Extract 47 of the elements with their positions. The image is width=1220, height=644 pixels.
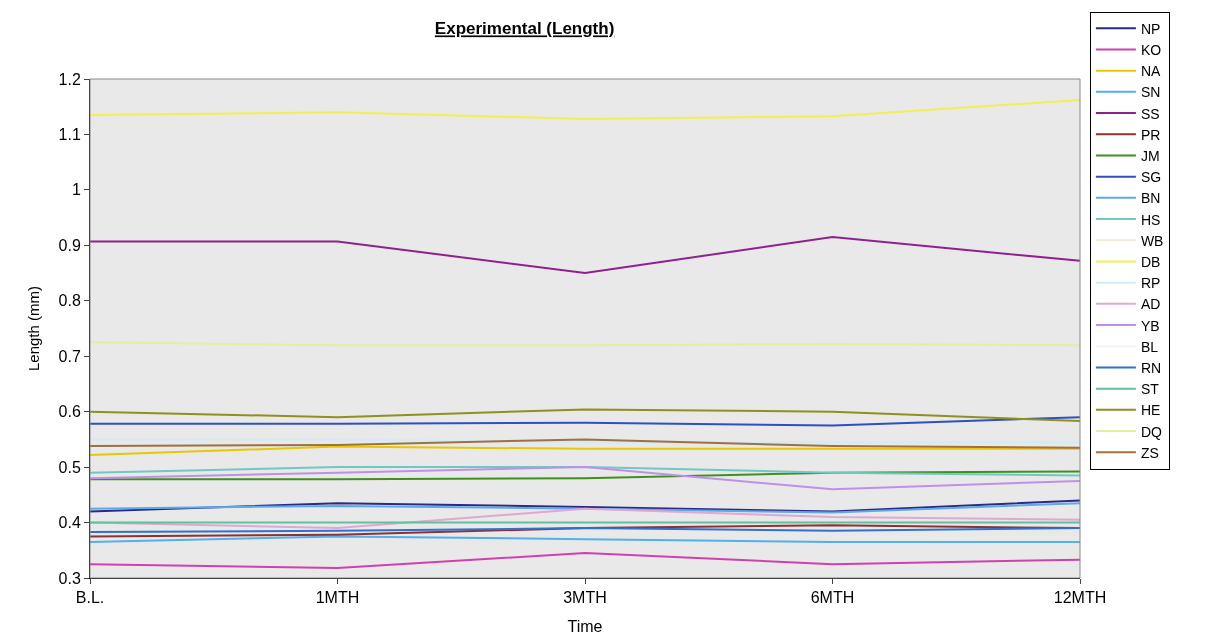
legend-label: AD [1140, 296, 1161, 313]
legend-label: RP [1140, 275, 1161, 292]
legend-label: RN [1140, 359, 1162, 376]
y-axis-title: Length (mm) [24, 285, 42, 372]
legend-label: KO [1140, 41, 1162, 58]
legend-label: HS [1140, 211, 1161, 228]
legend-label: NA [1140, 63, 1162, 80]
x-axis-title: Time [567, 617, 603, 635]
line-series [90, 438, 1080, 449]
line-series [90, 552, 1080, 570]
x-tick-label: 6MTH [810, 589, 855, 607]
legend-label: SN [1140, 84, 1161, 101]
legend-label: HE [1140, 402, 1161, 419]
line-series [90, 470, 1080, 481]
x-tick-label: 12MTH [1053, 589, 1107, 607]
legend-label: BL [1140, 338, 1159, 355]
x-tick-label: B.L. [75, 589, 105, 607]
legend-label: SS [1140, 105, 1160, 122]
y-tick-label: 0.8 [58, 292, 81, 310]
line-series [90, 466, 1080, 491]
chart-title: Experimental (Length) [434, 19, 615, 39]
legend-label: YB [1140, 317, 1160, 334]
line-series [90, 416, 1080, 427]
line-series [90, 236, 1080, 275]
y-tick-label: 0.7 [58, 347, 81, 365]
legend-label: BN [1140, 190, 1161, 207]
legend-label: WB [1140, 232, 1164, 249]
y-tick-label: 1 [71, 181, 81, 199]
y-tick-label: 1.1 [58, 126, 81, 144]
line-series [90, 408, 1080, 423]
legend-label: DB [1140, 253, 1161, 270]
x-tick-label: 3MTH [563, 589, 607, 607]
legend-label: JM [1140, 147, 1160, 164]
legend-label: ST [1140, 381, 1160, 398]
x-tick-label: 1MTH [315, 589, 360, 607]
y-tick-label: 0.6 [58, 403, 81, 421]
legend-label: NP [1140, 20, 1161, 37]
line-series [90, 99, 1080, 120]
legend-label: DQ [1140, 423, 1163, 440]
legend-label: PR [1140, 126, 1161, 143]
y-tick-label: 1.2 [58, 70, 81, 88]
y-tick-label: 0.5 [58, 458, 81, 476]
legend-label: ZS [1140, 444, 1159, 461]
y-tick-label: 0.9 [58, 236, 81, 254]
y-tick-label: 0.4 [58, 514, 81, 532]
y-tick-label: 0.3 [58, 569, 81, 587]
legend-label: SG [1140, 169, 1162, 186]
